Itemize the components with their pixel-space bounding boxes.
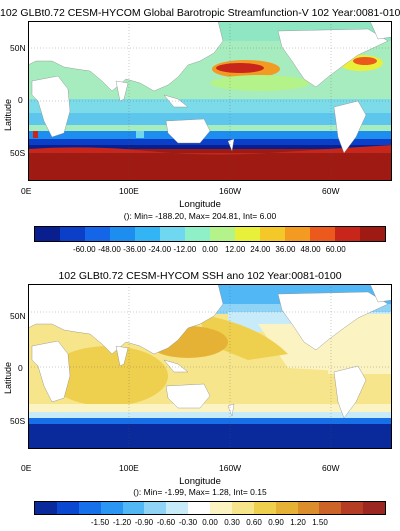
panel2-lat-tick-50n: 50N (10, 311, 26, 321)
colorbar-swatch (188, 502, 210, 514)
colorbar-swatch (310, 227, 335, 241)
panel2-lon-tick-160w: 160W (219, 463, 242, 473)
panel2-ssh-anomaly-map (27, 283, 393, 449)
colorbar-tick-label: 0.90 (268, 518, 284, 527)
panel1-stats: (): Min= -188.20, Max= 204.81, Int= 6.00 (123, 211, 277, 221)
colorbar-swatch (185, 227, 210, 241)
colorbar-swatch (253, 502, 276, 514)
colorbar-swatch (285, 227, 310, 241)
colorbar-swatch (78, 502, 101, 514)
panel1-title: 102 GLBt0.72 CESM-HYCOM Global Barotropi… (0, 7, 400, 19)
panel1-latitude-label: Latitude (3, 98, 13, 131)
colorbar-tick-label: 36.00 (275, 245, 296, 254)
panel1-streamfunction-map (27, 20, 393, 181)
colorbar-swatch (363, 502, 385, 514)
colorbar-tick-label: -0.90 (134, 518, 154, 527)
panel1-colorbar (34, 226, 386, 242)
panel2-title: 102 GLBt0.72 CESM-HYCOM SSH ano 102 Year… (58, 270, 342, 282)
colorbar-tick-label: -60.00 (72, 245, 96, 254)
colorbar-swatch (235, 227, 260, 241)
colorbar-swatch (56, 502, 79, 514)
colorbar-swatch (319, 502, 342, 514)
colorbar-swatch (35, 227, 60, 241)
colorbar-tick-label: 0.00 (202, 245, 218, 254)
colorbar-tick-label: 12.00 (225, 245, 246, 254)
panel2-lon-tick-100e: 100E (119, 463, 139, 473)
colorbar-tick-label: 24.00 (250, 245, 271, 254)
colorbar-swatch (122, 502, 145, 514)
colorbar-swatch (260, 227, 285, 241)
colorbar-swatch (100, 502, 123, 514)
colorbar-swatch (210, 502, 232, 514)
colorbar-tick-label: 0.00 (202, 518, 218, 527)
panel2-lon-tick-60w: 60W (322, 463, 340, 473)
colorbar-tick-label: -1.20 (112, 518, 132, 527)
colorbar-swatch (341, 502, 364, 514)
colorbar-tick-label: -24.00 (148, 245, 172, 254)
panel2-colorbar (34, 501, 386, 515)
colorbar-tick-label: 60.00 (325, 245, 346, 254)
panel1-lon-tick-60w: 60W (322, 186, 340, 196)
colorbar-swatch (166, 502, 189, 514)
colorbar-tick-label: -12.00 (173, 245, 197, 254)
colorbar-swatch (135, 227, 160, 241)
colorbar-tick-label: 48.00 (300, 245, 321, 254)
panel2-lon-tick-0e: 0E (21, 463, 32, 473)
colorbar-tick-label: -36.00 (123, 245, 146, 254)
colorbar-tick-label: -0.30 (178, 518, 198, 527)
colorbar-swatch (85, 227, 110, 241)
panel1-lat-tick-50s: 50S (10, 148, 26, 158)
colorbar-swatch (35, 502, 57, 514)
panel2-latitude-label: Latitude (3, 361, 13, 394)
panel1-lon-tick-0e: 0E (21, 186, 32, 196)
colorbar-swatch (60, 227, 85, 241)
panel1-lat-tick-50n: 50N (10, 43, 26, 53)
colorbar-swatch (210, 227, 235, 241)
colorbar-tick-label: -48.00 (98, 245, 121, 254)
colorbar-swatch (360, 227, 385, 241)
panel1-lon-tick-160w: 160W (219, 186, 242, 196)
panel2-longitude-label: Longitude (179, 476, 221, 487)
panel2-lat-tick-50s: 50S (10, 416, 26, 426)
colorbar-tick-label: 1.20 (290, 518, 306, 527)
colorbar-tick-label: -0.60 (156, 518, 176, 527)
colorbar-tick-label: -1.50 (90, 518, 110, 527)
colorbar-swatch (297, 502, 320, 514)
colorbar-tick-label: 1.50 (312, 518, 328, 527)
colorbar-tick-label: 0.30 (224, 518, 240, 527)
panel1-lon-tick-100e: 100E (119, 186, 139, 196)
colorbar-swatch (110, 227, 135, 241)
panel1-longitude-label: Longitude (179, 199, 221, 210)
panel2-stats: (): Min= -1.99, Max= 1.28, Int= 0.15 (133, 487, 267, 497)
panel2-lat-tick-0: 0 (18, 363, 23, 373)
colorbar-swatch (335, 227, 360, 241)
colorbar-swatch (160, 227, 185, 241)
colorbar-swatch (275, 502, 298, 514)
colorbar-tick-label: 0.60 (246, 518, 262, 527)
panel1-lat-tick-0: 0 (18, 95, 23, 105)
colorbar-swatch (144, 502, 167, 514)
colorbar-swatch (231, 502, 254, 514)
